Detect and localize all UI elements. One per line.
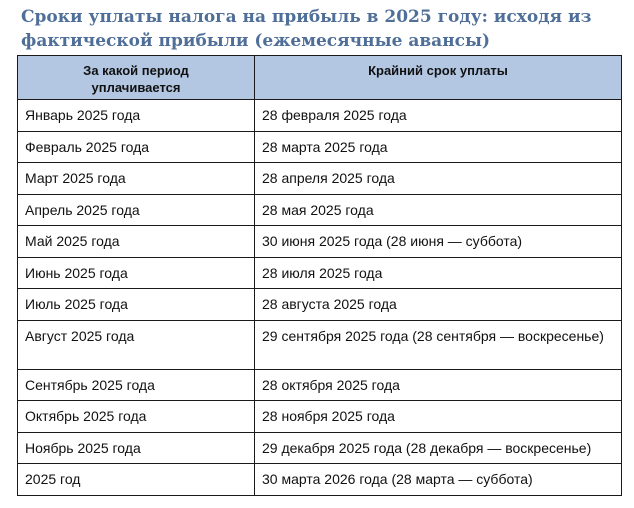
deadline-cell: 29 сентября 2025 года (28 сентября — вос… xyxy=(254,319,622,370)
deadline-cell: 28 февраля 2025 года xyxy=(254,99,622,132)
title-line-2: фактической прибыли (ежемесячные авансы) xyxy=(21,31,491,51)
table-row: Октябрь 2025 года 28 ноября 2025 года xyxy=(17,400,622,433)
period-cell: Июль 2025 года xyxy=(17,288,255,321)
deadline-cell: 29 декабря 2025 года (28 декабря — воскр… xyxy=(254,431,622,464)
table-row: Август 2025 года 29 сентября 2025 года (… xyxy=(17,319,622,370)
period-cell: Октябрь 2025 года xyxy=(17,400,255,433)
period-cell: Июнь 2025 года xyxy=(17,256,255,289)
deadline-cell: 28 апреля 2025 года xyxy=(254,162,622,195)
table-row: 2025 год 30 марта 2026 года (28 марта — … xyxy=(17,463,622,496)
deadline-cell: 28 мая 2025 года xyxy=(254,193,622,226)
period-cell: Январь 2025 года xyxy=(17,99,255,132)
period-cell: Август 2025 года xyxy=(17,319,255,370)
header-period-line-1: За какой период xyxy=(83,63,189,78)
deadline-cell: 28 марта 2025 года xyxy=(254,130,622,163)
tax-deadlines-table: За какой период уплачивается Крайний сро… xyxy=(17,55,622,496)
period-cell: Февраль 2025 года xyxy=(17,130,255,163)
deadline-cell: 28 ноября 2025 года xyxy=(254,400,622,433)
period-cell: Март 2025 года xyxy=(17,162,255,195)
period-cell: Апрель 2025 года xyxy=(17,193,255,226)
deadline-cell: 28 августа 2025 года xyxy=(254,288,622,321)
table-row: Сентябрь 2025 года 28 октября 2025 года xyxy=(17,368,622,401)
table-row: Май 2025 года 30 июня 2025 года (28 июня… xyxy=(17,225,622,258)
table-row: Июнь 2025 года 28 июля 2025 года xyxy=(17,256,622,289)
period-cell: Май 2025 года xyxy=(17,225,255,258)
table-row: Февраль 2025 года 28 марта 2025 года xyxy=(17,130,622,163)
period-cell: 2025 год xyxy=(17,463,255,496)
deadline-cell: 30 марта 2026 года (28 марта — суббота) xyxy=(254,463,622,496)
period-cell: Ноябрь 2025 года xyxy=(17,431,255,464)
title-line-1: Сроки уплаты налога на прибыль в 2025 го… xyxy=(21,7,592,27)
deadline-cell: 30 июня 2025 года (28 июня — суббота) xyxy=(254,225,622,258)
table-row: Апрель 2025 года 28 мая 2025 года xyxy=(17,193,622,226)
table-row: Январь 2025 года 28 февраля 2025 года xyxy=(17,99,622,132)
deadline-cell: 28 июля 2025 года xyxy=(254,256,622,289)
table-row: Июль 2025 года 28 августа 2025 года xyxy=(17,288,622,321)
deadline-cell: 28 октября 2025 года xyxy=(254,368,622,401)
period-cell: Сентябрь 2025 года xyxy=(17,368,255,401)
header-period: За какой период уплачивается xyxy=(17,55,255,100)
document-title: Сроки уплаты налога на прибыль в 2025 го… xyxy=(21,5,621,53)
header-deadline: Крайний срок уплаты xyxy=(254,55,622,100)
table-row: Март 2025 года 28 апреля 2025 года xyxy=(17,162,622,195)
header-period-line-2: уплачивается xyxy=(91,80,181,95)
table-header-row: За какой период уплачивается Крайний сро… xyxy=(17,55,622,100)
table-row: Ноябрь 2025 года 29 декабря 2025 года (2… xyxy=(17,431,622,464)
